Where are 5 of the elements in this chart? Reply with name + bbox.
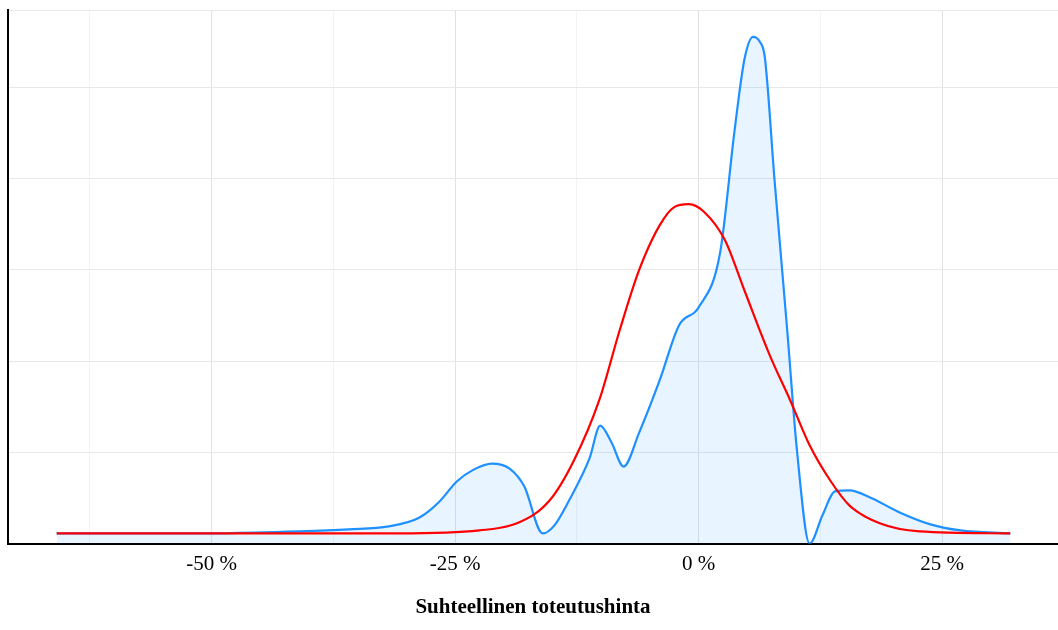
x-tick-label: -50 % [186,550,237,575]
x-tick-label: 0 % [681,550,716,575]
x-tick-label: -25 % [429,550,481,575]
x-tick-label: 25 % [920,550,964,575]
x-axis-title: Suhteellinen toteutushinta [415,593,652,618]
